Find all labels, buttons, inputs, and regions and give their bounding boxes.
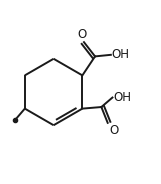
Text: OH: OH	[113, 91, 131, 104]
Text: OH: OH	[112, 48, 130, 61]
Text: O: O	[109, 124, 118, 137]
Text: O: O	[78, 28, 87, 41]
